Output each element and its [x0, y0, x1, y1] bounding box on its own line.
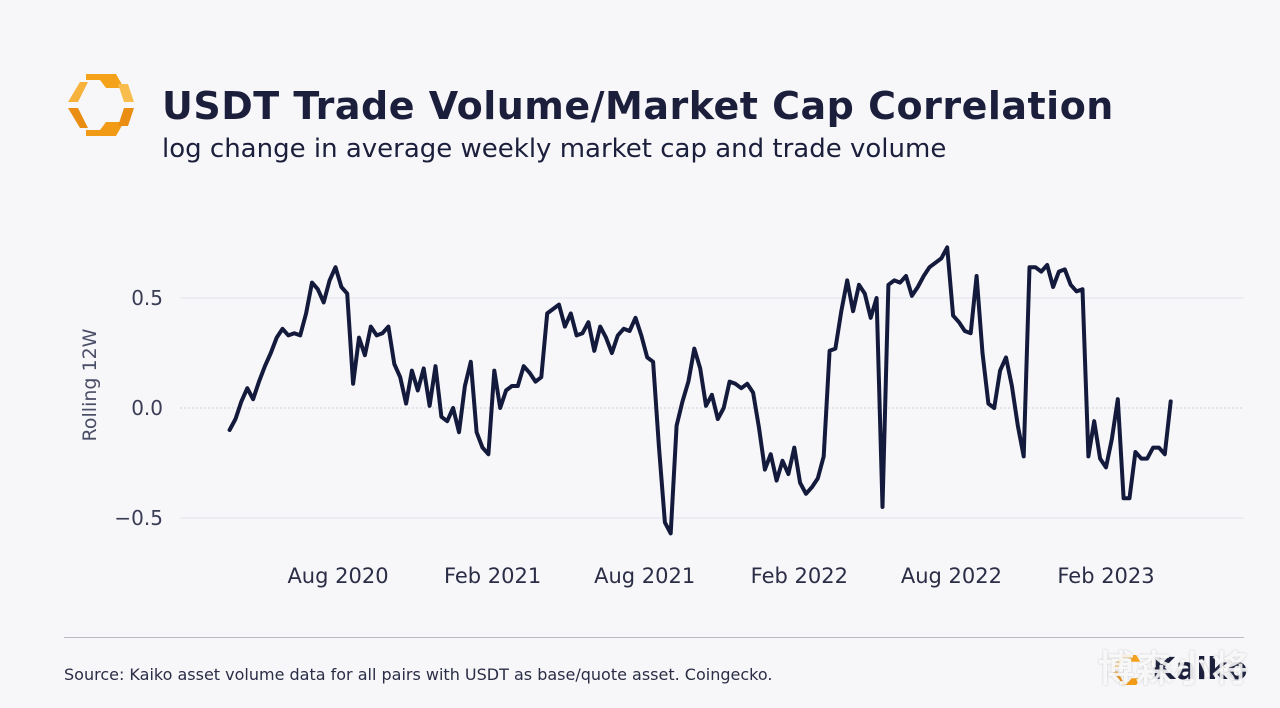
brand-wordmark: Kaiko [1152, 652, 1249, 687]
chart-title: USDT Trade Volume/Market Cap Correlation [162, 84, 1114, 128]
y-axis-ticks: 0.5 0.0 −0.5 [114, 286, 163, 530]
x-tick-label: Feb 2021 [444, 564, 541, 588]
y-tick-label: 0.5 [131, 286, 163, 310]
footer-divider [64, 637, 1244, 638]
brand-logo: Kaiko [1112, 652, 1248, 687]
line-chart: 0.5 0.0 −0.5 Aug 2020 Feb 2021 Aug 2021 Feb 2… [79, 245, 1244, 588]
grid-layer [180, 297, 1244, 519]
x-tick-label: Aug 2022 [901, 564, 1002, 588]
kaiko-small-logo-icon [1113, 654, 1141, 685]
watermark-text: 博森小将 [1098, 649, 1251, 690]
x-tick-label: Aug 2020 [287, 564, 388, 588]
kaiko-logo-icon [68, 74, 134, 136]
series-line [227, 245, 1173, 536]
y-axis-label: Rolling 12W [79, 328, 101, 441]
y-tick-label: 0.0 [131, 396, 163, 420]
series-layer [227, 245, 1173, 536]
x-tick-label: Aug 2021 [594, 564, 695, 588]
x-tick-label: Feb 2022 [751, 564, 848, 588]
chart-subtitle: log change in average weekly market cap … [162, 134, 947, 164]
x-axis-ticks: Aug 2020 Feb 2021 Aug 2021 Feb 2022 Aug 2022… [287, 564, 1154, 588]
source-note: Source: Kaiko asset volume data for all … [64, 665, 773, 684]
y-tick-label: −0.5 [114, 506, 163, 530]
x-tick-label: Feb 2023 [1057, 564, 1154, 588]
